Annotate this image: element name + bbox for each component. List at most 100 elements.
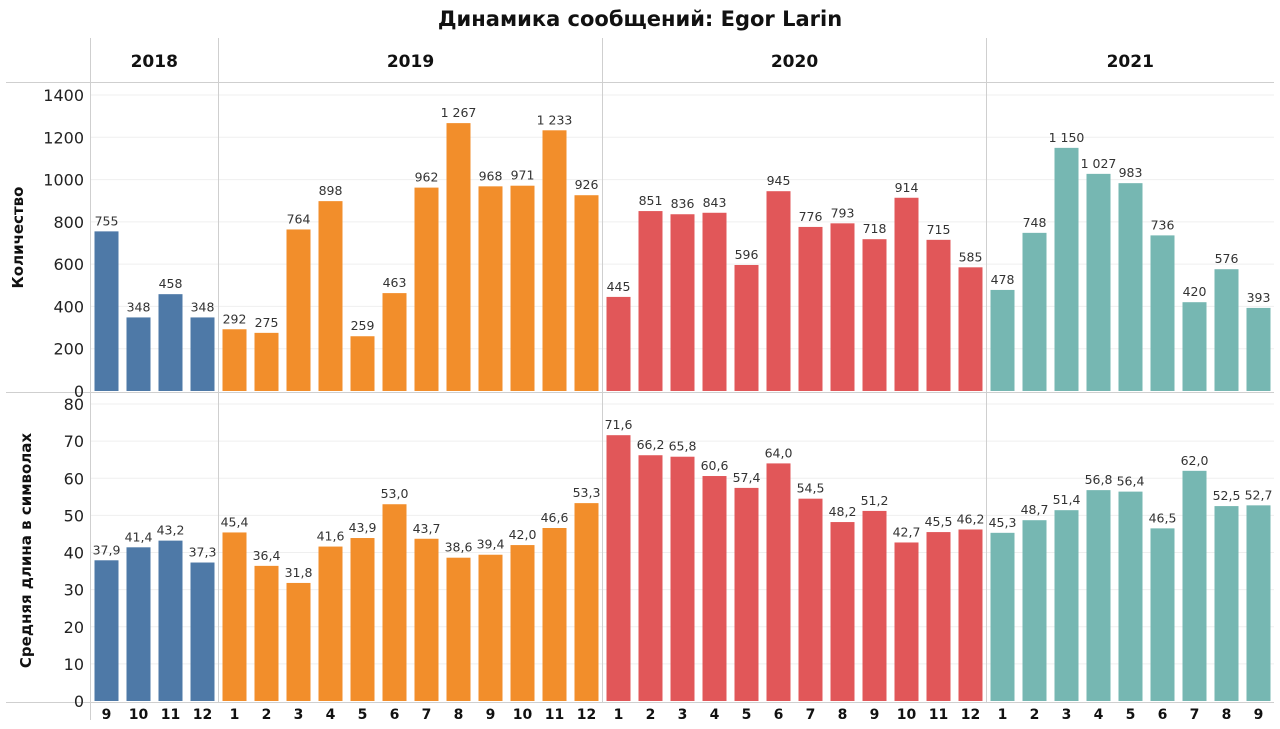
x-tick-label: 8 xyxy=(1222,707,1232,723)
bar xyxy=(862,510,887,701)
data-label: 1 233 xyxy=(537,112,573,127)
bar xyxy=(830,223,855,391)
x-tick-label: 4 xyxy=(1094,707,1104,723)
data-label: 42,0 xyxy=(509,527,537,542)
data-label: 37,3 xyxy=(189,545,217,560)
x-tick-label: 3 xyxy=(1062,707,1072,723)
data-label: 38,6 xyxy=(445,540,473,555)
bar xyxy=(542,527,567,701)
data-label: 46,6 xyxy=(541,510,569,525)
data-label: 926 xyxy=(575,177,599,192)
bar xyxy=(1182,302,1207,391)
data-label: 46,2 xyxy=(957,511,985,526)
y-tick-label: 600 xyxy=(53,255,84,274)
y-tick-label: 50 xyxy=(64,506,84,525)
data-label: 39,4 xyxy=(477,537,505,552)
bar xyxy=(158,540,183,701)
chart-panels: 1400120010008006004002000755348458348292… xyxy=(43,86,1272,711)
x-tick-label: 11 xyxy=(929,707,948,723)
data-label: 37,9 xyxy=(93,542,121,557)
bar xyxy=(1214,506,1239,701)
data-label: 348 xyxy=(127,299,151,314)
y-tick-label: 0 xyxy=(74,692,84,711)
x-tick-label: 7 xyxy=(806,707,816,723)
x-tick-label: 9 xyxy=(1254,707,1264,723)
x-tick-label: 3 xyxy=(678,707,688,723)
x-tick-label: 2 xyxy=(646,707,656,723)
bar xyxy=(1054,147,1079,391)
x-tick-label: 11 xyxy=(545,707,564,723)
data-label: 42,7 xyxy=(893,524,921,539)
bar xyxy=(990,289,1015,391)
y-tick-label: 1000 xyxy=(43,171,84,190)
bar xyxy=(318,201,343,391)
y-tick-label: 70 xyxy=(64,432,84,451)
bar xyxy=(286,229,311,391)
bar xyxy=(286,582,311,701)
y-tick-label: 30 xyxy=(64,581,84,600)
bar xyxy=(350,538,375,701)
y-tick-label: 1400 xyxy=(43,86,84,105)
data-label: 51,2 xyxy=(861,493,889,508)
bar xyxy=(894,197,919,391)
data-label: 463 xyxy=(383,275,407,290)
data-label: 41,6 xyxy=(317,529,345,544)
y-tick-label: 10 xyxy=(64,655,84,674)
data-label: 45,3 xyxy=(989,515,1017,530)
chart-title: Динамика сообщений: Egor Larin xyxy=(438,7,842,31)
bar xyxy=(1214,269,1239,391)
bar xyxy=(126,317,151,391)
y-tick-label: 400 xyxy=(53,297,84,316)
bar xyxy=(1086,490,1111,701)
year-headers: 2018 2019 2020 2021 xyxy=(131,52,1154,72)
bar xyxy=(1246,505,1271,701)
bar xyxy=(670,214,695,391)
data-label: 64,0 xyxy=(765,445,793,460)
bar xyxy=(574,503,599,701)
bar xyxy=(990,532,1015,701)
data-label: 1 267 xyxy=(441,105,477,120)
bar xyxy=(766,463,791,701)
y-axis-titles: Количество Средняя длина в символах xyxy=(9,187,35,669)
year-header-2019: 2019 xyxy=(387,52,434,72)
bar xyxy=(734,264,759,391)
bar xyxy=(190,317,215,391)
bar xyxy=(1118,183,1143,391)
data-label: 54,5 xyxy=(797,481,825,496)
bar xyxy=(222,329,247,391)
bar xyxy=(414,538,439,701)
bar xyxy=(670,456,695,701)
bar xyxy=(702,212,727,391)
data-label: 48,7 xyxy=(1021,502,1049,517)
data-label: 945 xyxy=(767,173,791,188)
data-label: 31,8 xyxy=(285,565,313,580)
bar xyxy=(414,187,439,391)
data-label: 458 xyxy=(159,276,183,291)
bar xyxy=(798,498,823,701)
data-label: 715 xyxy=(927,222,951,237)
data-label: 46,5 xyxy=(1149,510,1177,525)
bar xyxy=(958,529,983,701)
bar xyxy=(94,560,119,701)
data-label: 478 xyxy=(991,272,1015,287)
data-label: 36,4 xyxy=(253,548,281,563)
x-tick-label: 8 xyxy=(454,707,464,723)
data-label: 52,7 xyxy=(1245,487,1273,502)
x-tick-label: 1 xyxy=(230,707,240,723)
data-label: 983 xyxy=(1119,165,1143,180)
bar xyxy=(1150,528,1175,701)
data-label: 914 xyxy=(895,180,919,195)
data-label: 57,4 xyxy=(733,470,761,485)
data-label: 764 xyxy=(287,211,311,226)
bar xyxy=(1054,510,1079,701)
data-label: 56,4 xyxy=(1117,474,1145,489)
x-tick-label: 5 xyxy=(358,707,368,723)
bar xyxy=(606,435,631,701)
data-label: 898 xyxy=(319,183,343,198)
data-label: 1 150 xyxy=(1049,130,1085,145)
bar xyxy=(926,532,951,701)
bar xyxy=(574,195,599,391)
data-label: 71,6 xyxy=(605,417,633,432)
data-label: 748 xyxy=(1023,215,1047,230)
bar xyxy=(1150,235,1175,391)
